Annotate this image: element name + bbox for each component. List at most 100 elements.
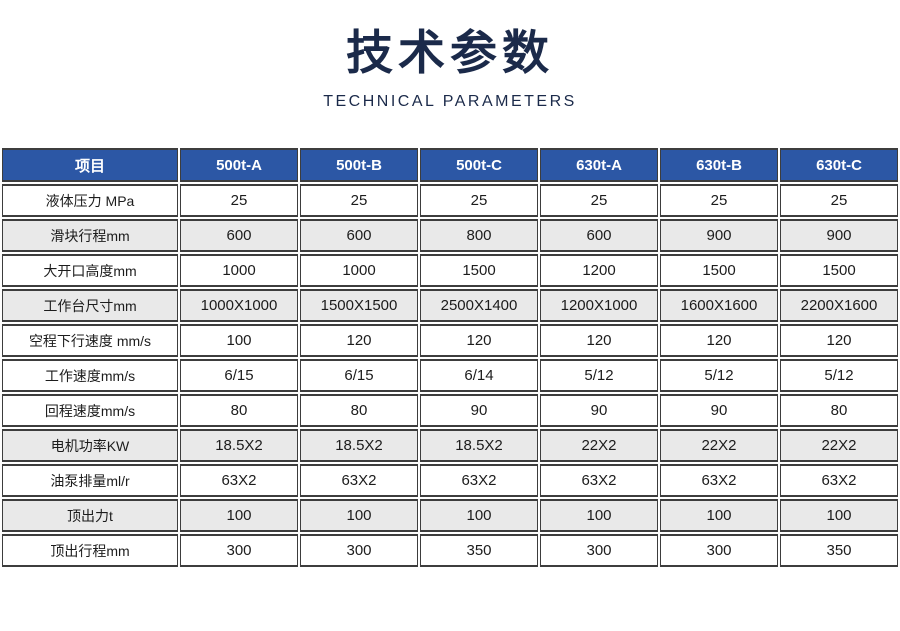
table-row: 顶出力t 100 100 100 100 100 100 [2,499,898,532]
value-cell: 1200 [540,254,658,287]
row-label: 电机功率KW [2,429,178,462]
value-cell: 25 [300,184,418,217]
value-cell: 18.5X2 [420,429,538,462]
row-label: 液体压力 MPa [2,184,178,217]
value-cell: 90 [660,394,778,427]
value-cell: 600 [540,219,658,252]
column-header: 630t-C [780,148,898,182]
table-row: 工作台尺寸mm 1000X1000 1500X1500 2500X1400 1200X1… [2,289,898,322]
value-cell: 25 [540,184,658,217]
value-cell: 120 [540,324,658,357]
table-row: 滑块行程mm 600 600 800 600 900 900 [2,219,898,252]
table-row: 油泵排量ml/r 63X2 63X2 63X2 63X2 63X2 63X2 [2,464,898,497]
value-cell: 6/15 [180,359,298,392]
value-cell: 600 [180,219,298,252]
page-subtitle: TECHNICAL PARAMETERS [323,93,577,110]
table-row: 顶出行程mm 300 300 350 300 300 350 [2,534,898,567]
value-cell: 25 [420,184,538,217]
row-label: 工作台尺寸mm [2,289,178,322]
row-label: 滑块行程mm [2,219,178,252]
value-cell: 1500 [780,254,898,287]
value-cell: 120 [780,324,898,357]
value-cell: 25 [660,184,778,217]
value-cell: 1000X1000 [180,289,298,322]
row-label: 顶出力t [2,499,178,532]
value-cell: 90 [420,394,538,427]
value-cell: 1600X1600 [660,289,778,322]
value-cell: 63X2 [540,464,658,497]
value-cell: 5/12 [780,359,898,392]
column-header: 500t-B [300,148,418,182]
row-label: 油泵排量ml/r [2,464,178,497]
row-label: 大开口高度mm [2,254,178,287]
value-cell: 120 [300,324,418,357]
table-row: 大开口高度mm 1000 1000 1500 1200 1500 1500 [2,254,898,287]
value-cell: 100 [180,499,298,532]
value-cell: 100 [180,324,298,357]
spec-table-body: 液体压力 MPa 25 25 25 25 25 25 滑块行程mm 600 600 800 600 90… [2,184,898,567]
row-label: 回程速度mm/s [2,394,178,427]
value-cell: 63X2 [180,464,298,497]
value-cell: 25 [780,184,898,217]
value-cell: 1000 [180,254,298,287]
value-cell: 350 [780,534,898,567]
value-cell: 300 [540,534,658,567]
column-header: 项目 [2,148,178,182]
value-cell: 63X2 [300,464,418,497]
value-cell: 80 [300,394,418,427]
value-cell: 1200X1000 [540,289,658,322]
value-cell: 600 [300,219,418,252]
page-title: 技术参数 [346,26,554,79]
table-row: 液体压力 MPa 25 25 25 25 25 25 [2,184,898,217]
value-cell: 22X2 [780,429,898,462]
value-cell: 5/12 [540,359,658,392]
value-cell: 120 [420,324,538,357]
row-label: 空程下行速度 mm/s [2,324,178,357]
header-row: 项目 500t-A 500t-B 500t-C 630t-A 630t-B 630t-C [2,148,898,182]
value-cell: 6/14 [420,359,538,392]
value-cell: 100 [660,499,778,532]
column-header: 500t-A [180,148,298,182]
table-row: 工作速度mm/s 6/15 6/15 6/14 5/12 5/12 5/12 [2,359,898,392]
row-label: 顶出行程mm [2,534,178,567]
value-cell: 1500 [660,254,778,287]
table-row: 空程下行速度 mm/s 100 120 120 120 120 120 [2,324,898,357]
value-cell: 6/15 [300,359,418,392]
value-cell: 2500X1400 [420,289,538,322]
technical-parameters-page: 技术参数 TECHNICAL PARAMETERS 项目 500t-A 500t-B… [0,0,900,567]
value-cell: 5/12 [660,359,778,392]
spec-table-head: 项目 500t-A 500t-B 500t-C 630t-A 630t-B 630t-C [2,148,898,182]
value-cell: 100 [780,499,898,532]
value-cell: 800 [420,219,538,252]
value-cell: 300 [660,534,778,567]
value-cell: 300 [180,534,298,567]
table-row: 回程速度mm/s 80 80 90 90 90 80 [2,394,898,427]
value-cell: 350 [420,534,538,567]
row-label: 工作速度mm/s [2,359,178,392]
column-header: 500t-C [420,148,538,182]
value-cell: 22X2 [540,429,658,462]
value-cell: 900 [660,219,778,252]
value-cell: 100 [420,499,538,532]
value-cell: 1000 [300,254,418,287]
value-cell: 18.5X2 [300,429,418,462]
value-cell: 80 [780,394,898,427]
value-cell: 100 [540,499,658,532]
value-cell: 1500 [420,254,538,287]
value-cell: 300 [300,534,418,567]
value-cell: 18.5X2 [180,429,298,462]
table-row: 电机功率KW 18.5X2 18.5X2 18.5X2 22X2 22X2 22X2 [2,429,898,462]
column-header: 630t-A [540,148,658,182]
column-header: 630t-B [660,148,778,182]
value-cell: 22X2 [660,429,778,462]
page-header: 技术参数 TECHNICAL PARAMETERS [0,0,900,112]
value-cell: 2200X1600 [780,289,898,322]
value-cell: 25 [180,184,298,217]
value-cell: 90 [540,394,658,427]
value-cell: 120 [660,324,778,357]
value-cell: 63X2 [780,464,898,497]
value-cell: 900 [780,219,898,252]
value-cell: 63X2 [420,464,538,497]
value-cell: 1500X1500 [300,289,418,322]
value-cell: 80 [180,394,298,427]
